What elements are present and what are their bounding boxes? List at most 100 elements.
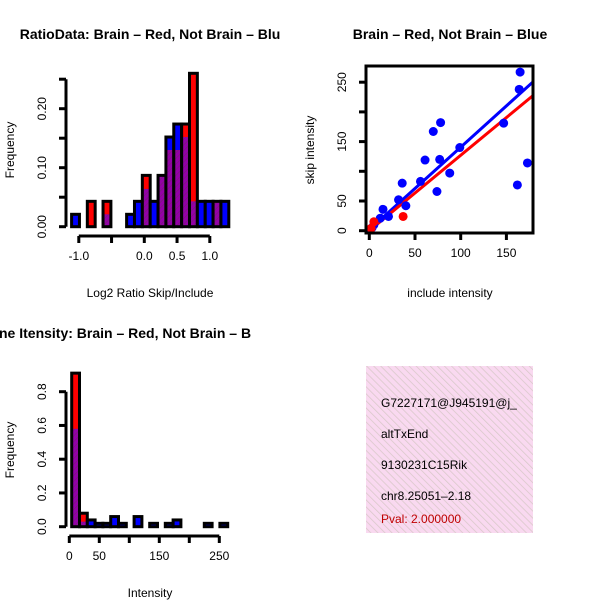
x-tick-label: 150	[496, 246, 516, 260]
x-tick-label: 0.5	[169, 249, 186, 263]
bar-not-brain	[134, 201, 143, 227]
data-point-not-brain	[512, 180, 522, 190]
data-point-not-brain	[436, 118, 446, 128]
plot-area	[366, 67, 533, 233]
bar-overlap	[189, 201, 198, 227]
data-point-brain	[366, 223, 376, 233]
x-axis-label-ratio: Log2 Ratio Skip/Include	[87, 286, 214, 300]
data-point-not-brain	[397, 178, 407, 188]
histogram-ratio: 0.00 0.10 0.20 -1.0 0.0 0.5 1.0	[35, 71, 231, 263]
bar-overlap	[213, 201, 221, 227]
bar-not-brain	[197, 201, 206, 227]
bar-overlap	[79, 521, 88, 527]
info-panel-background	[366, 366, 533, 533]
x-tick-label: 100	[451, 246, 471, 260]
data-point-not-brain	[515, 67, 525, 77]
bar-not-brain	[204, 523, 213, 527]
x-axis-label-scatter: include intensity	[407, 286, 492, 300]
x-tick-label: -1.0	[68, 249, 89, 263]
data-point-not-brain	[428, 127, 438, 137]
bar-not-brain	[219, 523, 228, 527]
bar-outline	[187, 71, 199, 229]
bar-not-brain	[87, 519, 96, 527]
bar-not-brain	[95, 523, 103, 527]
data-point-not-brain	[394, 195, 404, 205]
event-type: altTxEnd	[381, 427, 428, 441]
y-tick-label: 0.8	[35, 383, 49, 400]
bar-not-brain	[110, 516, 119, 527]
data-point-not-brain	[499, 118, 509, 128]
data-point-not-brain	[420, 155, 430, 165]
bar-overlap	[103, 214, 111, 227]
bar-outline	[109, 515, 120, 529]
x-tick-label: 1.0	[201, 249, 218, 263]
bar-outline	[218, 521, 230, 529]
data-point-not-brain	[383, 211, 393, 221]
bar-outline	[132, 515, 144, 529]
x-axis-label-intensity: Intensity	[128, 586, 173, 600]
y-tick-label: 0.0	[35, 518, 49, 535]
bar-not-brain	[165, 523, 174, 527]
pval-text: Pval: 2.000000	[381, 512, 461, 526]
x-tick-label: 150	[149, 549, 169, 563]
y-axis-label-scatter: skip intensity	[303, 116, 317, 185]
data-point-not-brain	[445, 168, 455, 178]
chart-title-intensity: ne Itensity: Brain – Red, Not Brain – B	[0, 325, 251, 341]
bar-not-brain	[205, 201, 214, 227]
x-tick-label: 0	[66, 549, 73, 563]
bar-not-brain	[134, 516, 142, 527]
bar-overlap	[173, 150, 182, 227]
data-point-not-brain	[514, 84, 524, 94]
bar-outline	[101, 199, 113, 229]
event-id: G7227171@J945191@j_	[381, 396, 517, 410]
bar-brain	[87, 201, 96, 227]
y-tick-label: 50	[335, 194, 349, 208]
bar-outline	[85, 199, 97, 229]
bar-brain	[103, 201, 111, 227]
bar-not-brain	[150, 201, 159, 227]
bar-not-brain	[149, 523, 158, 527]
bar-outline	[117, 521, 128, 529]
chart-title-scatter: Brain – Red, Not Brain – Blue	[353, 26, 548, 42]
bar-outline	[70, 212, 81, 229]
y-tick-label: 0.4	[35, 451, 49, 468]
data-point-not-brain	[432, 186, 442, 196]
gene-name: 9130231C15Rik	[381, 458, 468, 472]
histogram-intensity: 0.0 0.2 0.4 0.6 0.8 0 50 150 250	[35, 371, 230, 563]
bar-brain	[189, 73, 198, 227]
chart-title-ratio: RatioData: Brain – Red, Not Brain – Blu	[20, 26, 281, 42]
x-tick-label: 250	[209, 549, 229, 563]
bar-overlap	[142, 188, 151, 227]
bar-outline	[148, 521, 159, 529]
x-tick-label: 0	[366, 246, 373, 260]
y-tick-label: 0	[335, 227, 349, 234]
data-point-not-brain	[401, 201, 411, 211]
data-point-not-brain	[378, 204, 388, 214]
bar-not-brain	[126, 214, 135, 227]
y-tick-label: 0.00	[35, 215, 49, 239]
genomic-location: chr8.25051–2.18	[381, 489, 471, 503]
x-tick-label: 50	[408, 246, 422, 260]
y-axis-label-intensity: Frequency	[3, 422, 17, 479]
fit-line-not-brain	[366, 80, 533, 233]
bar-overlap	[165, 150, 174, 227]
y-tick-label: 0.6	[35, 417, 49, 434]
bar-outline	[202, 521, 214, 529]
bar-not-brain	[102, 523, 111, 527]
x-tick-label: 0.0	[136, 249, 153, 263]
plot-box	[364, 64, 535, 235]
y-tick-label: 0.2	[35, 484, 49, 501]
bar-outline	[219, 199, 231, 229]
data-point-not-brain	[415, 176, 425, 186]
data-point-not-brain	[435, 154, 445, 164]
fit-line-brain	[366, 94, 533, 233]
scatter-plot: 0 50 150 250 0 50 100 150	[335, 64, 535, 260]
bar-outline	[171, 518, 183, 529]
bar-overlap	[71, 428, 80, 527]
data-point-not-brain	[455, 143, 465, 153]
x-tick-label: 50	[93, 549, 107, 563]
info-panel: G7227171@J945191@j_ altTxEnd 9130231C15R…	[366, 366, 533, 533]
y-tick-label: 150	[335, 131, 349, 151]
